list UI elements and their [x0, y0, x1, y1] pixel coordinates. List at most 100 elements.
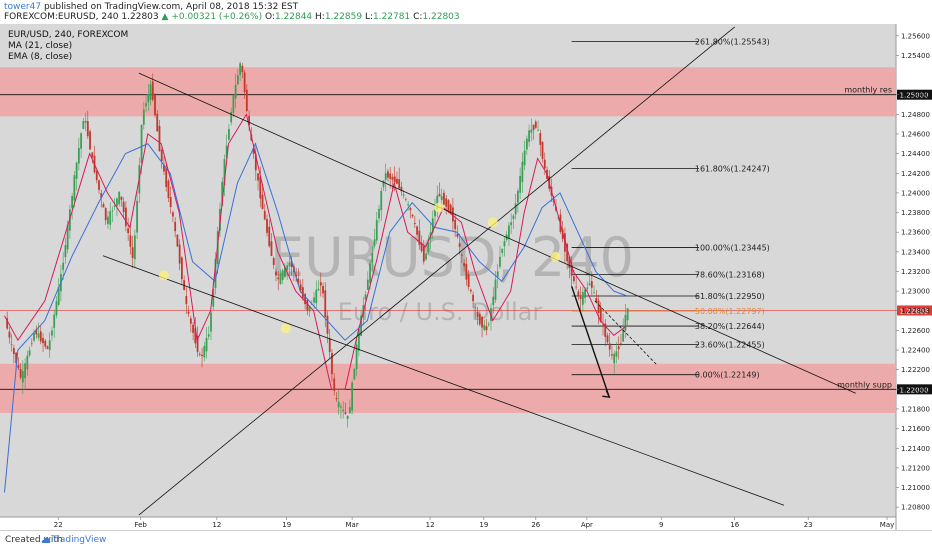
- candle-body: [456, 234, 459, 237]
- candle-body: [599, 307, 602, 322]
- candle-body: [86, 121, 89, 137]
- candle-body: [402, 194, 405, 196]
- price-tick-label: 1.24200: [901, 170, 930, 178]
- candle-body: [288, 262, 291, 267]
- indicator-lines: [4, 113, 628, 493]
- candle-body: [268, 226, 271, 247]
- candle-body: [239, 63, 242, 76]
- candle-body: [207, 334, 210, 337]
- monthly-support-price-tag: [897, 384, 932, 395]
- candle-body: [124, 207, 127, 227]
- candle-body: [373, 239, 376, 246]
- candle-body: [445, 198, 448, 207]
- candle-body: [248, 115, 250, 126]
- candle-body: [530, 129, 533, 133]
- price-tick-label: 1.23000: [901, 288, 930, 296]
- candle-body: [407, 204, 410, 206]
- candle-body: [201, 354, 203, 357]
- symbol-line: FOREXCOM:EURUSD, 240: [4, 12, 119, 22]
- candle-body: [564, 233, 566, 252]
- candle-body: [454, 219, 457, 230]
- candle-body: [602, 324, 604, 326]
- candle-body: [525, 138, 528, 150]
- highlight-marker: [487, 217, 498, 228]
- current-price-price-tag: [897, 305, 932, 316]
- channel-upper: [138, 72, 856, 394]
- candle-body: [384, 173, 387, 180]
- candle-body: [389, 173, 392, 179]
- low-value: 1.22781: [372, 12, 411, 22]
- candle-body: [615, 351, 618, 357]
- candle-body: [351, 382, 354, 411]
- candle-body: [73, 175, 76, 201]
- candle-body: [178, 244, 181, 264]
- candle-body: [26, 355, 29, 370]
- candle-body: [21, 371, 24, 383]
- candle-body: [109, 211, 112, 225]
- price-tick-label: 1.25400: [901, 52, 930, 60]
- candle-body: [452, 207, 454, 222]
- publisher-line: tower47 published on TradingView.com, Ap…: [4, 2, 298, 12]
- candle-body: [80, 133, 82, 149]
- candle-body: [543, 159, 546, 169]
- candle-body: [348, 407, 351, 414]
- time-tick-label: 19: [479, 521, 488, 529]
- price-tick-label: 1.24600: [901, 130, 930, 138]
- legend-ma: MA (21, close): [8, 41, 73, 51]
- monthly-support-price-text: 1.22000: [900, 386, 929, 394]
- candle-body: [382, 180, 385, 188]
- candle-body: [259, 176, 262, 199]
- candle-body: [355, 344, 358, 369]
- candle-body: [203, 346, 206, 358]
- time-axis-panel: [0, 517, 896, 530]
- candle-body: [192, 324, 194, 333]
- candle-body: [266, 219, 268, 233]
- candle-body: [35, 329, 38, 335]
- candle-body: [449, 204, 452, 214]
- candle-body: [10, 344, 13, 345]
- candle-body: [172, 212, 174, 217]
- price-change: +0.00321 (+0.26%): [171, 12, 263, 22]
- fib-level-label: 261.80%(1.25543): [695, 37, 770, 46]
- candle-body: [398, 179, 401, 189]
- candle-body: [324, 290, 327, 318]
- published-text: published on TradingView.com, April 08, …: [43, 2, 299, 12]
- candle-body: [66, 224, 69, 250]
- candle-body: [353, 368, 356, 380]
- candle-body: [51, 330, 53, 336]
- candle-body: [337, 401, 340, 408]
- author-link[interactable]: tower47: [4, 2, 42, 12]
- price-tick-label: 1.24000: [901, 189, 930, 197]
- price-tick-label: 1.22600: [901, 327, 930, 335]
- time-tick-label: 12: [212, 521, 221, 529]
- price-tick-label: 1.22803: [901, 307, 930, 315]
- candle-body: [116, 198, 118, 206]
- candle-body: [77, 147, 80, 164]
- candle-body: [409, 208, 412, 211]
- candle-body: [234, 84, 237, 99]
- monthly-support-label: monthly supp: [837, 380, 892, 389]
- high-label: H:: [315, 12, 325, 22]
- candle-body: [304, 293, 306, 305]
- candle-body: [508, 225, 510, 239]
- price-tick-label: 1.22200: [901, 366, 930, 374]
- candle-body: [418, 230, 421, 245]
- time-tick-label: May: [880, 521, 894, 529]
- candle-body: [185, 296, 188, 305]
- candle-body: [568, 256, 571, 268]
- candle-body: [434, 209, 436, 217]
- highlight-markers: [158, 202, 561, 334]
- candle-body: [127, 228, 130, 234]
- horizontal-levels: monthly res 1.25000 monthly supp 1.22000 1.2…: [0, 86, 932, 395]
- candle-body: [12, 348, 15, 355]
- candle-body: [75, 162, 78, 179]
- candle-body: [129, 235, 132, 247]
- candle-body: [210, 312, 212, 332]
- price-tick-label: 1.23600: [901, 229, 930, 237]
- candle-body: [537, 129, 539, 131]
- watermark-description: Euro / U.S. Dollar: [338, 298, 543, 326]
- candle-body: [17, 365, 20, 369]
- tradingview-brand[interactable]: TradingView: [52, 535, 107, 545]
- candle-body: [133, 235, 136, 260]
